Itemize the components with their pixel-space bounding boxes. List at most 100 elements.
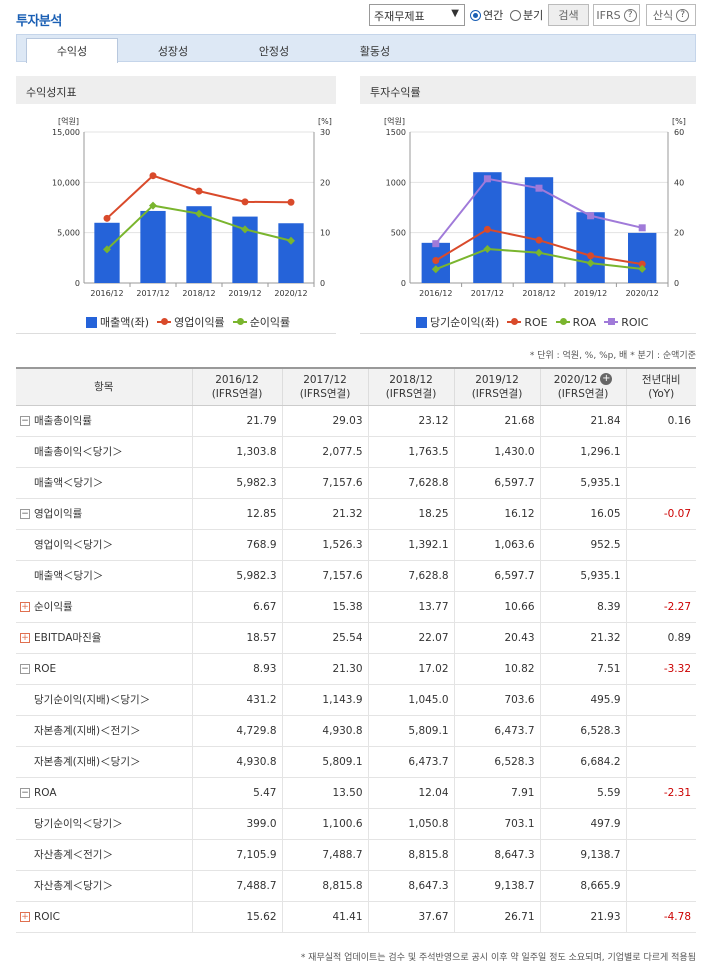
row-label: 영업이익＜당기＞ xyxy=(16,529,192,561)
legend-label: 당기순이익(좌) xyxy=(430,316,500,329)
value-cell: 7.91 xyxy=(453,777,540,809)
right-tick-label: 0 xyxy=(674,279,679,288)
value-cell: 13.77 xyxy=(367,591,454,623)
tab-activity[interactable]: 활동성 xyxy=(359,44,391,58)
row-label[interactable]: + 순이익률 xyxy=(16,591,192,623)
data-point xyxy=(483,245,492,254)
data-point xyxy=(431,265,440,274)
row-label-text: 자산총계＜전기＞ xyxy=(34,849,113,861)
value-cell: 7,628.8 xyxy=(367,467,454,499)
legend-label: ROA xyxy=(572,315,597,329)
ifrs-label: IFRS xyxy=(596,8,621,22)
legend-label: ROE xyxy=(524,315,548,329)
row-label[interactable]: − 영업이익률 xyxy=(16,498,192,530)
value-cell: 4,930.8 xyxy=(191,746,282,778)
expand-icon[interactable]: + xyxy=(20,602,30,612)
question-icon: ? xyxy=(676,8,690,22)
value-cell: 9,138.7 xyxy=(453,870,540,902)
header-text: (IFRS연결) xyxy=(211,387,263,400)
table-row: 매출액＜당기＞ 5,982.3 7,157.6 7,628.8 6,597.7 5,935… xyxy=(16,560,696,592)
legend-marker-icon xyxy=(559,318,567,325)
data-point xyxy=(287,198,295,206)
row-label[interactable]: + EBITDA마진율 xyxy=(16,622,192,654)
row-label: 매출총이익＜당기＞ xyxy=(16,436,192,468)
legend-line-icon xyxy=(157,318,172,325)
table-row: 당기순이익(지배)＜당기＞ 431.2 1,143.9 1,045.0 703.6 495… xyxy=(16,684,696,716)
value-cell: 495.9 xyxy=(539,684,626,716)
left-tick-label: 1500 xyxy=(386,128,406,137)
row-label[interactable]: − ROE xyxy=(16,653,192,685)
chevron-down-icon: ▼ xyxy=(451,8,459,19)
right-tick-label: 60 xyxy=(674,128,684,137)
expand-icon[interactable]: + xyxy=(20,911,30,922)
x-tick-label: 2018/12 xyxy=(522,289,555,298)
expand-icon[interactable]: + xyxy=(20,633,30,643)
right-tick-label: 0 xyxy=(320,279,325,288)
table-row: 매출총이익＜당기＞ 1,303.8 2,077.5 1,763.5 1,430.0 1,2… xyxy=(16,436,696,468)
value-cell: 1,296.1 xyxy=(539,436,626,468)
collapse-icon[interactable]: − xyxy=(20,416,30,426)
value-cell: 5,982.3 xyxy=(191,467,282,499)
value-cell: 18.25 xyxy=(367,498,454,530)
yoy-cell xyxy=(625,808,696,840)
data-point xyxy=(638,264,647,273)
collapse-icon[interactable]: − xyxy=(20,787,30,798)
row-label[interactable]: + ROIC xyxy=(16,901,192,933)
legend-marker-icon xyxy=(161,318,169,325)
table-row: 자본총계(지배)＜당기＞ 4,930.8 5,809.1 6,473.7 6,528.3… xyxy=(16,746,696,778)
tab-stability[interactable]: 안정성 xyxy=(258,44,290,58)
left-tick-label: 500 xyxy=(391,229,406,238)
value-cell: 6,528.3 xyxy=(539,715,626,747)
row-label-text: 영업이익률 xyxy=(34,508,83,520)
data-point xyxy=(195,209,203,218)
expand-columns-icon[interactable]: + xyxy=(600,372,613,385)
value-cell: 15.38 xyxy=(281,591,368,623)
question-icon: ? xyxy=(623,8,637,22)
data-point xyxy=(241,225,249,234)
table-row: 영업이익＜당기＞ 768.9 1,526.3 1,392.1 1,063.6 952.5 xyxy=(16,529,696,561)
collapse-icon[interactable]: − xyxy=(20,509,30,519)
unit-note: * 단위 : 억원, %, %p, 배 * 분기 : 순액기준 xyxy=(529,351,696,361)
radio-annual[interactable]: 연간 xyxy=(470,7,503,23)
x-tick-label: 2016/12 xyxy=(419,289,452,298)
ratio-table: 항목 2016/12 (IFRS연결) 2017/12 (IFRS연결) 2018/12(… xyxy=(16,367,696,933)
statement-select[interactable]: 주재무제표 ▼ xyxy=(369,4,465,26)
row-label[interactable]: − 매출총이익률 xyxy=(16,405,192,437)
left-axis-unit: [억원] xyxy=(384,116,405,126)
row-label: 자산총계＜당기＞ xyxy=(16,870,192,902)
footer-note: * 재무실적 업데이트는 검수 및 주석반영으로 공시 이후 약 일주일 정도 … xyxy=(300,953,696,963)
row-label: 당기순이익(지배)＜당기＞ xyxy=(16,684,192,716)
legend-marker-icon xyxy=(511,318,519,325)
legend-label: 순이익률 xyxy=(249,316,291,329)
table-row: 매출액＜당기＞ 5,982.3 7,157.6 7,628.8 6,597.7 5,935… xyxy=(16,467,696,499)
data-point xyxy=(103,214,111,222)
left-tick-label: 0 xyxy=(75,279,80,288)
search-button[interactable]: 검색 xyxy=(548,4,589,26)
header-text: 2020/12 xyxy=(553,373,598,386)
header-text: (IFRS연결) xyxy=(299,387,351,400)
header-item: 항목 xyxy=(16,367,192,406)
collapse-icon[interactable]: − xyxy=(20,663,30,674)
value-cell: 5,809.1 xyxy=(367,715,454,747)
header-text: (IFRS연결) xyxy=(471,387,523,400)
formula-help-button[interactable]: 산식 ? xyxy=(646,4,696,26)
x-tick-label: 2019/12 xyxy=(228,289,261,298)
legend-item: 매출액(좌) xyxy=(86,314,149,330)
tab-profitability[interactable]: 수익성 xyxy=(26,38,118,63)
table-row: 당기순이익＜당기＞ 399.0 1,100.6 1,050.8 703.1 497.9 xyxy=(16,808,696,840)
row-label[interactable]: − ROA xyxy=(16,777,192,809)
value-cell: 5,982.3 xyxy=(191,560,282,592)
legend-line-icon xyxy=(507,318,522,325)
ifrs-help-button[interactable]: IFRS ? xyxy=(593,4,640,26)
radio-quarter[interactable]: 분기 xyxy=(510,7,543,23)
data-point xyxy=(432,257,440,265)
yoy-cell xyxy=(625,870,696,902)
value-cell: 8,815.8 xyxy=(367,839,454,871)
yoy-cell xyxy=(625,560,696,592)
value-cell: 703.1 xyxy=(453,808,540,840)
tab-growth[interactable]: 성장성 xyxy=(157,44,189,58)
bar xyxy=(524,177,554,283)
data-point xyxy=(535,248,543,257)
x-tick-label: 2019/12 xyxy=(574,289,607,298)
value-cell: 5,935.1 xyxy=(539,467,626,499)
